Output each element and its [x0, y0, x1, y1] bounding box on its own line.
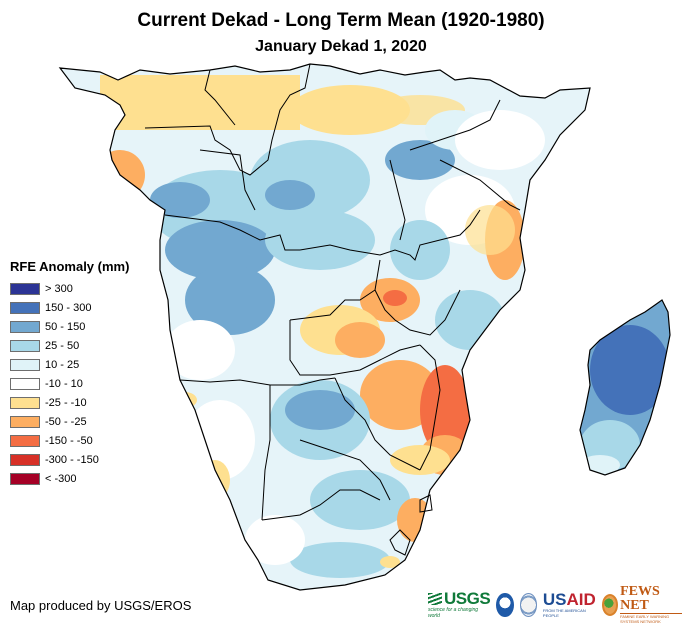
legend-label: -150 - -50	[45, 434, 93, 447]
legend-item: < -300	[10, 469, 129, 488]
legend-label: -25 - -10	[45, 396, 87, 409]
fews-net-logo: FEWS NET FAMINE EARLY WARNING SYSTEMS NE…	[601, 585, 682, 624]
usgs-logo: USGS science for a changing world	[428, 589, 491, 619]
legend-item: > 300	[10, 279, 129, 298]
legend-swatch	[10, 320, 40, 333]
partner-logos: USGS science for a changing world USAID …	[428, 585, 682, 624]
legend-swatch	[10, 434, 40, 447]
legend-label: 50 - 150	[45, 320, 86, 333]
legend-item: -300 - -150	[10, 450, 129, 469]
mainland-coastline	[58, 63, 591, 591]
map-credit: Map produced by USGS/EROS	[10, 598, 192, 613]
legend-item: -25 - -10	[10, 393, 129, 412]
legend-label: 25 - 50	[45, 339, 80, 352]
usgs-wave-icon	[428, 592, 442, 605]
legend-item: -50 - -25	[10, 412, 129, 431]
madagascar-anomaly-field	[580, 300, 670, 475]
legend-item: 150 - 300	[10, 298, 129, 317]
legend-swatch	[10, 282, 40, 295]
legend-label: > 300	[45, 282, 73, 295]
usaid-logo: USAID FROM THE AMERICAN PEOPLE	[542, 590, 596, 618]
madagascar-coastline	[579, 299, 671, 476]
legend-label: -300 - -150	[45, 453, 99, 466]
legend: RFE Anomaly (mm) > 300 150 - 300 50 - 150 2…	[10, 259, 129, 488]
legend-label: -50 - -25	[45, 415, 87, 428]
legend-label: 150 - 300	[45, 301, 92, 314]
legend-label: -10 - 10	[45, 377, 83, 390]
legend-swatch	[10, 377, 40, 390]
legend-swatch	[10, 415, 40, 428]
legend-swatch	[10, 472, 40, 485]
fews-globe-icon	[601, 593, 619, 616]
noaa-logo-icon	[496, 592, 514, 617]
legend-item: 50 - 150	[10, 317, 129, 336]
legend-label: < -300	[45, 472, 77, 485]
legend-item: 10 - 25	[10, 355, 129, 374]
map-title: Current Dekad - Long Term Mean (1920-198…	[137, 10, 545, 31]
legend-title: RFE Anomaly (mm)	[10, 259, 130, 274]
legend-item: 25 - 50	[10, 336, 129, 355]
legend-swatch	[10, 339, 40, 352]
country-borders	[144, 63, 521, 556]
legend-item: -150 - -50	[10, 431, 129, 450]
legend-label: 10 - 25	[45, 358, 80, 371]
map-subtitle: January Dekad 1, 2020	[255, 38, 427, 55]
legend-swatch	[10, 453, 40, 466]
legend-item: -10 - 10	[10, 374, 129, 393]
usaid-seal-icon	[519, 592, 537, 617]
legend-swatch	[10, 396, 40, 409]
legend-swatch	[10, 358, 40, 371]
legend-swatch	[10, 301, 40, 314]
